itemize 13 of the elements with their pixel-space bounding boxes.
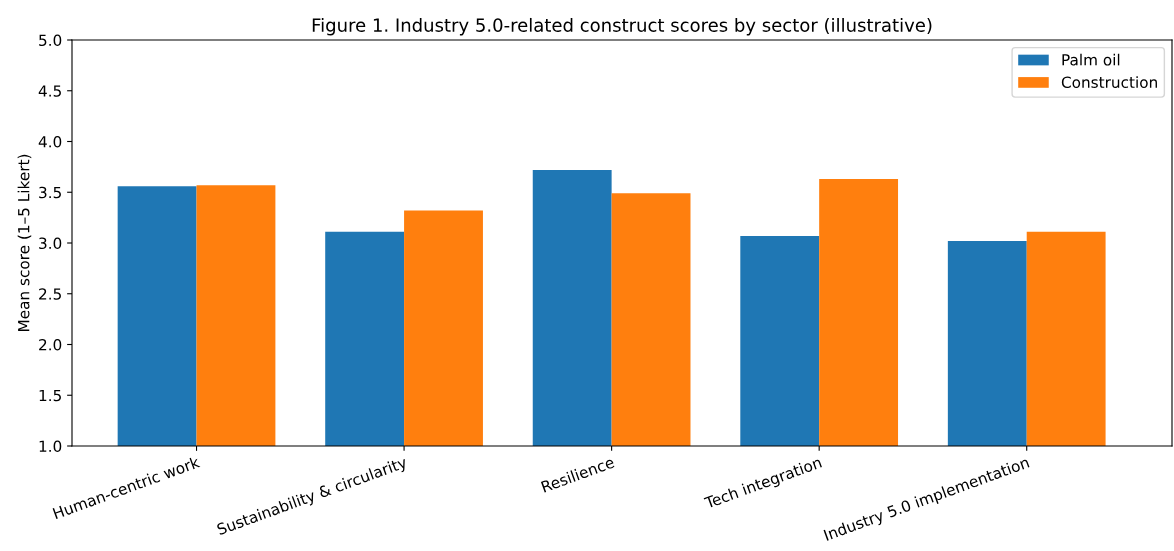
y-tick-label: 5.0 <box>39 34 62 47</box>
legend-label: Palm oil <box>1062 53 1120 66</box>
y-tick-label: 2.5 <box>39 288 61 300</box>
y-axis-title: Mean score (1–5 Likert) <box>17 154 32 331</box>
y-tick-label: 3.5 <box>39 186 61 199</box>
y-tick-label: 1.5 <box>39 389 61 402</box>
y-tick-label: 3.0 <box>39 237 62 250</box>
chart-title: Figure 1. Industry 5.0-related construct scores by sector (illustrative) <box>312 17 932 36</box>
y-tick-label: 1.0 <box>39 440 62 453</box>
y-tick-label: 2.0 <box>39 338 62 351</box>
y-tick-label: 4.5 <box>38 85 61 97</box>
y-tick-label: 4.0 <box>38 135 62 148</box>
legend-label: Construction <box>1061 76 1157 88</box>
